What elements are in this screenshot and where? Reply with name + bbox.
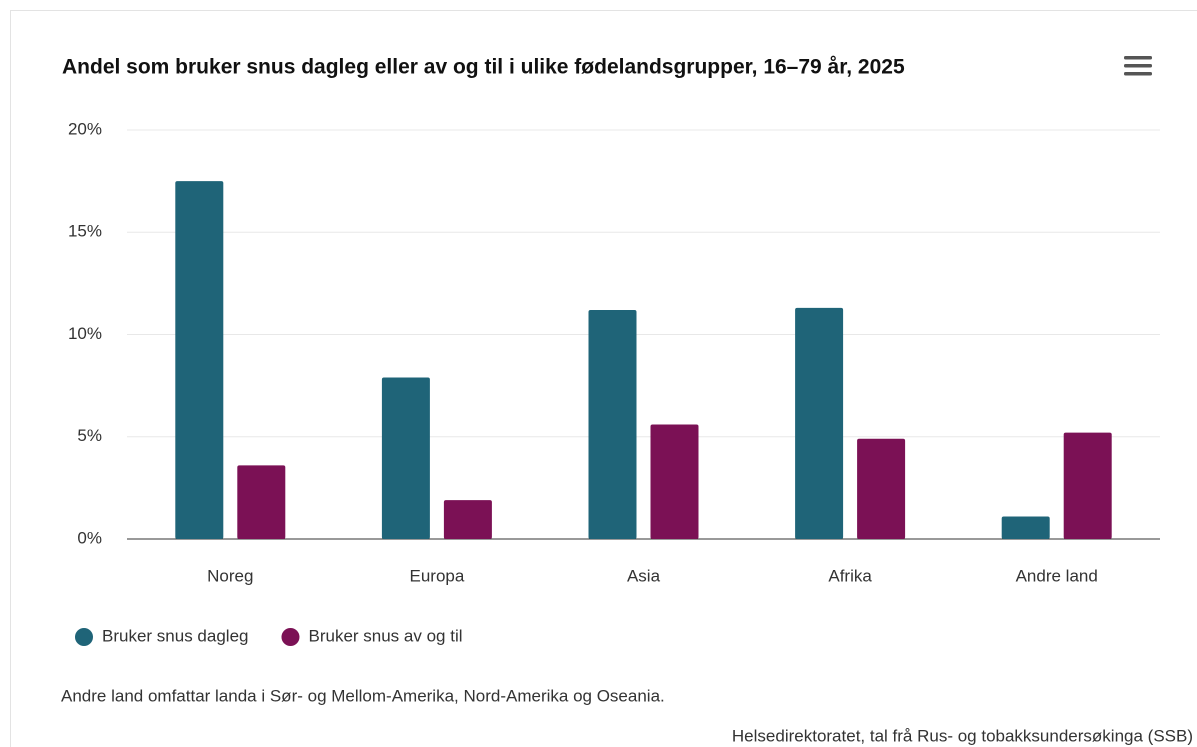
bar [795,307,844,539]
bar [1063,432,1112,539]
bar [588,309,637,539]
y-tick-label: 20% [68,119,102,138]
y-tick-label: 10% [68,324,102,343]
bar [1001,516,1050,539]
y-tick-label: 5% [77,426,102,445]
bar [237,465,286,539]
x-tick-label: Asia [627,566,661,585]
bar [381,377,430,539]
note: Andre land omfattar landa i Sør- og Mell… [61,686,665,705]
x-tick-label: Europa [409,566,464,585]
source: Helsedirektoratet, tal frå Rus- og tobak… [732,726,1193,745]
menu-icon[interactable] [1124,56,1152,76]
legend-swatch [75,628,93,646]
y-tick-label: 0% [77,528,102,547]
frame [10,10,1197,747]
bar [857,438,906,539]
x-tick-label: Afrika [828,566,872,585]
x-tick-label: Noreg [207,566,253,585]
legend-label: Bruker snus av og til [308,626,462,645]
bar [443,500,492,539]
x-tick-label: Andre land [1016,566,1098,585]
chart-title: Andel som bruker snus dagleg eller av og… [62,56,905,79]
bar [175,181,224,539]
y-tick-label: 15% [68,222,102,241]
legend-swatch [281,628,300,646]
legend-label: Bruker snus dagleg [102,626,248,645]
bar [650,424,699,539]
